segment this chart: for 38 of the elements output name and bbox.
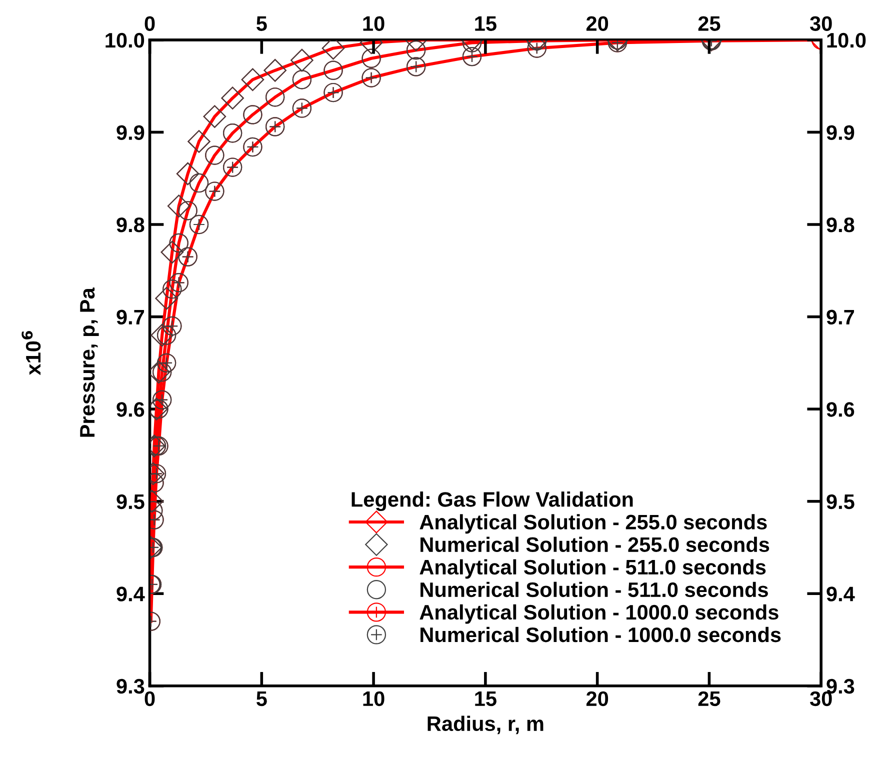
x2-tick-label: 15 — [475, 16, 496, 31]
legend-label: Analytical Solution - 1000.0 seconds — [420, 604, 778, 624]
legend-label: Numerical Solution - 255.0 seconds — [420, 536, 770, 552]
x2-tick-label: 5 — [256, 16, 267, 31]
y-axis-title: Pressure, p, Pa — [80, 288, 99, 437]
y-tick-label: 10.0 — [106, 32, 144, 48]
x-tick-label: 20 — [586, 691, 608, 706]
legend-label: Analytical Solution - 511.0 seconds — [420, 559, 766, 579]
y-tick-label: 9.7 — [116, 310, 144, 325]
legend-label: Analytical Solution - 255.0 seconds — [420, 514, 767, 534]
x2-tick-label: 25 — [698, 16, 720, 31]
x-tick-label: 25 — [698, 691, 720, 706]
y-tick-label: 9.4 — [116, 586, 145, 602]
x2-tick-label: 10 — [363, 16, 384, 31]
y-tick-label: 9.3 — [116, 678, 144, 694]
text: x10$^{6}$ — [22, 330, 41, 376]
x2-tick-label: 20 — [586, 16, 608, 31]
y-tick-label: 9.5 — [116, 494, 144, 510]
y2-tick-label: 9.6 — [826, 402, 854, 417]
x2-tick-label: 30 — [810, 16, 832, 31]
y2-tick-label: 9.5 — [826, 494, 854, 510]
x-tick-label: 10 — [363, 691, 384, 706]
y2-tick-label: 9.4 — [826, 586, 855, 602]
legend-label: Numerical Solution - 1000.0 seconds — [420, 626, 781, 642]
x-tick-label: 15 — [475, 692, 496, 706]
x-tick-label: 0 — [144, 691, 155, 706]
y2-tick-label: 9.8 — [826, 218, 854, 232]
y2-tick-label: 10.0 — [827, 32, 866, 48]
x-axis-title: Radius, r, m — [428, 716, 544, 734]
y2-tick-label: 9.9 — [826, 125, 854, 140]
legend-title: Legend: Gas Flow Validation — [352, 492, 633, 512]
y-tick-label: 9.6 — [116, 402, 144, 417]
x-tick-label: 5 — [256, 692, 267, 706]
y-tick-label: 9.9 — [116, 125, 144, 140]
y2-tick-label: 9.7 — [826, 310, 854, 325]
y-tick-label: 9.8 — [116, 218, 144, 232]
legend-label: Numerical Solution - 511.0 seconds — [420, 582, 768, 598]
x2-tick-label: 0 — [144, 16, 155, 31]
